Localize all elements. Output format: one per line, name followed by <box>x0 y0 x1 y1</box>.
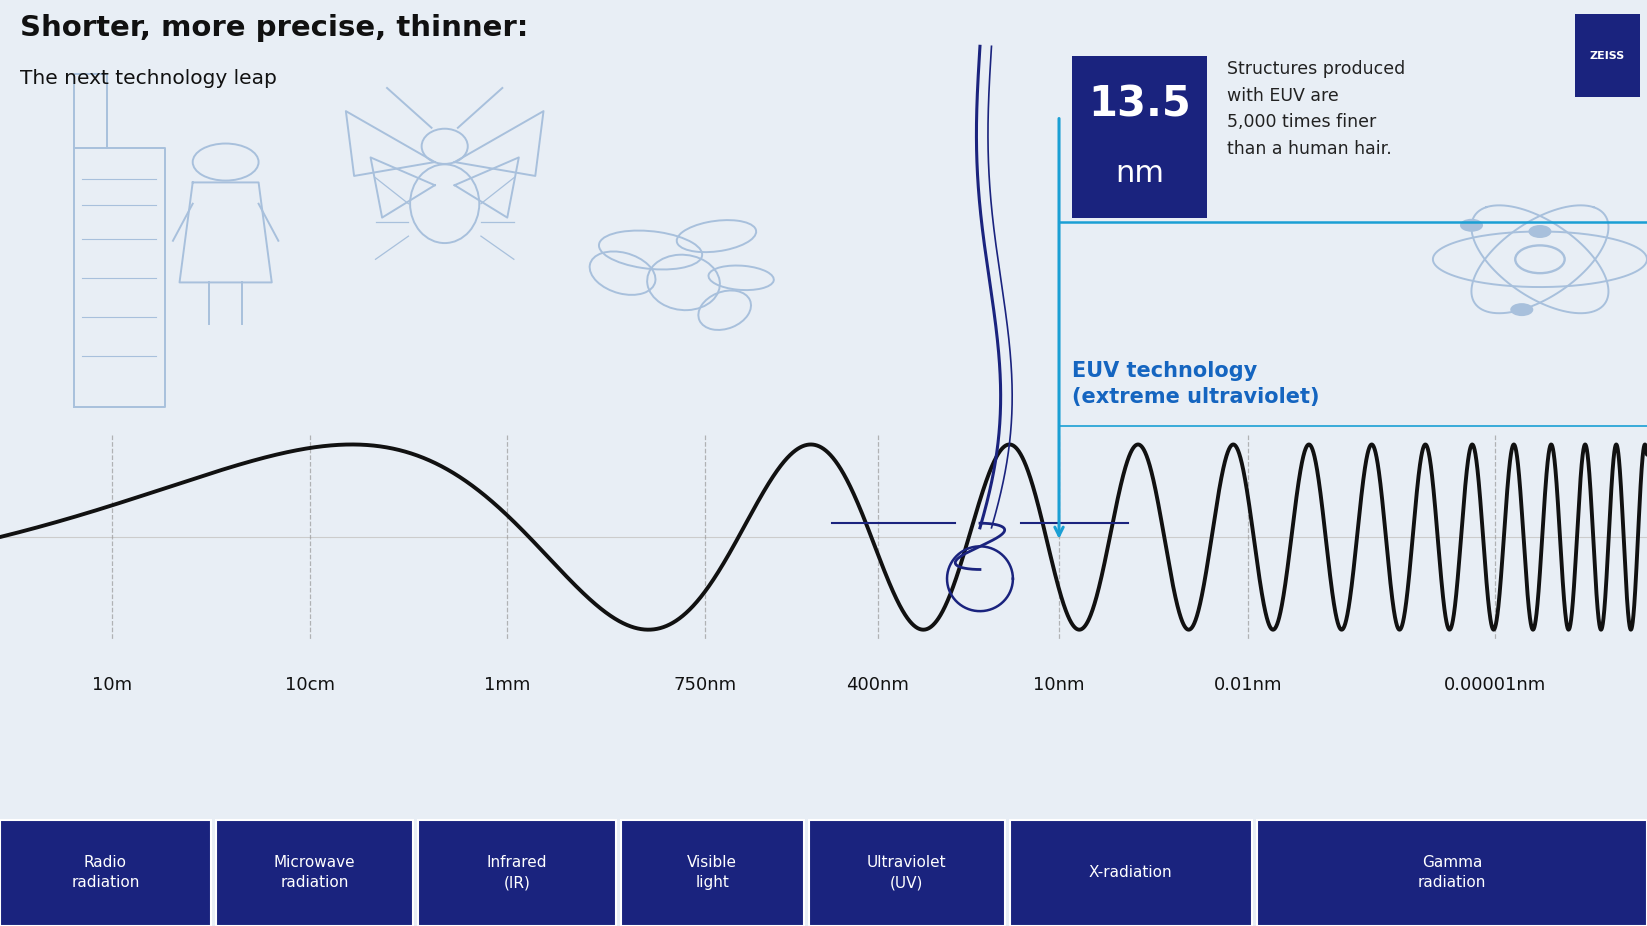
Bar <box>809 820 1005 926</box>
Text: nm: nm <box>1115 159 1164 188</box>
Text: 10nm: 10nm <box>1033 676 1085 694</box>
Text: Visible
light: Visible light <box>687 856 738 890</box>
Bar <box>418 820 616 926</box>
Text: ZEISS: ZEISS <box>1589 51 1626 60</box>
Bar <box>1575 14 1640 97</box>
Text: 1mm: 1mm <box>484 676 530 694</box>
Text: 400nm: 400nm <box>847 676 909 694</box>
Text: 0.01nm: 0.01nm <box>1214 676 1283 694</box>
Text: 750nm: 750nm <box>674 676 736 694</box>
Text: Ultraviolet
(UV): Ultraviolet (UV) <box>866 856 947 890</box>
Text: Microwave
radiation: Microwave radiation <box>273 856 356 890</box>
Text: 13.5: 13.5 <box>1089 83 1191 125</box>
Text: Gamma
radiation: Gamma radiation <box>1418 856 1486 890</box>
Bar <box>0 820 211 926</box>
Text: 0.00001nm: 0.00001nm <box>1444 676 1547 694</box>
Bar <box>1072 56 1207 218</box>
Text: X-radiation: X-radiation <box>1089 865 1173 881</box>
Text: 10m: 10m <box>92 676 132 694</box>
Text: EUV technology
(extreme ultraviolet): EUV technology (extreme ultraviolet) <box>1072 361 1319 407</box>
Circle shape <box>1528 225 1551 238</box>
Text: Infrared
(IR): Infrared (IR) <box>488 856 547 890</box>
Text: Structures produced
with EUV are
5,000 times finer
than a human hair.: Structures produced with EUV are 5,000 t… <box>1227 60 1405 157</box>
Circle shape <box>1510 303 1533 316</box>
Text: The next technology leap: The next technology leap <box>20 69 277 89</box>
Bar <box>216 820 413 926</box>
Bar <box>1010 820 1252 926</box>
Bar <box>621 820 804 926</box>
Bar <box>1257 820 1647 926</box>
Text: Radio
radiation: Radio radiation <box>71 856 140 890</box>
Text: Shorter, more precise, thinner:: Shorter, more precise, thinner: <box>20 14 529 42</box>
Circle shape <box>1459 219 1482 232</box>
Text: 10cm: 10cm <box>285 676 334 694</box>
